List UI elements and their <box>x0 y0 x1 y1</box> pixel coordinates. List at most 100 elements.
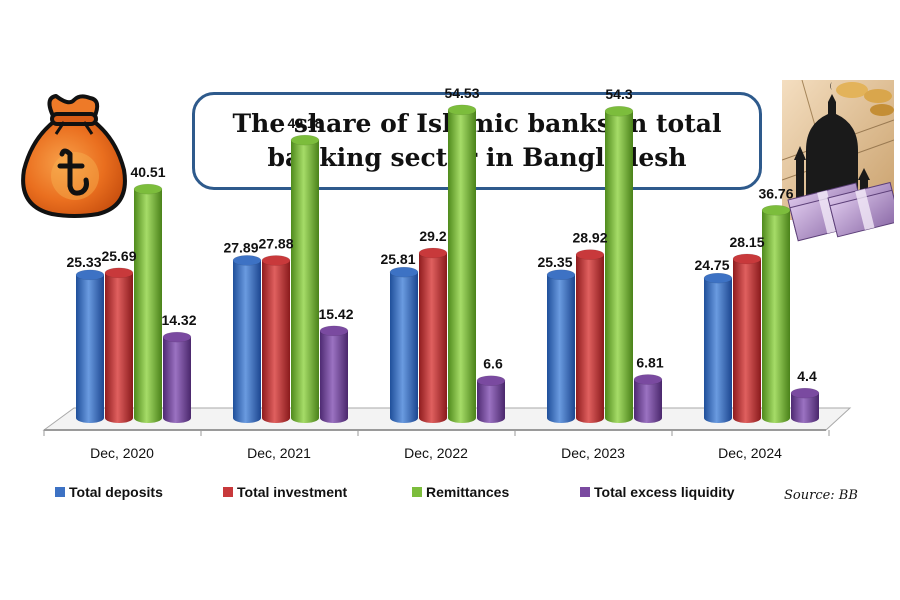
bar-body <box>262 260 290 423</box>
bar-top <box>447 104 477 116</box>
bar-body <box>390 272 418 423</box>
x-tick-label: Dec, 2023 <box>561 445 625 461</box>
bar <box>447 104 477 423</box>
chart-title: The share of Islamic banks in total bank… <box>192 92 762 190</box>
value-label: 40.51 <box>130 164 165 180</box>
bar <box>104 267 134 423</box>
bar-body <box>576 254 604 423</box>
legend-label: Total investment <box>237 484 348 500</box>
bar-top <box>546 269 576 281</box>
bar-body <box>547 274 575 423</box>
legend-item: Remittances <box>412 484 509 500</box>
bar <box>319 325 349 423</box>
bar <box>790 387 820 423</box>
bar <box>546 269 576 423</box>
bar <box>761 205 791 423</box>
bar-top <box>418 247 448 259</box>
value-label: 14.32 <box>161 312 196 328</box>
bar <box>476 375 506 423</box>
bar-body <box>634 379 662 423</box>
bar-top <box>162 331 192 343</box>
bar <box>290 134 320 423</box>
bar-body <box>105 272 133 423</box>
legend-swatch <box>580 487 590 497</box>
legend-swatch <box>412 487 422 497</box>
bar <box>703 272 733 423</box>
bar-top <box>703 272 733 284</box>
bar-body <box>419 253 447 423</box>
bar-body <box>605 111 633 423</box>
bar-top <box>104 267 134 279</box>
bar <box>261 255 291 423</box>
legend-item: Total deposits <box>55 484 163 500</box>
bar-top <box>261 255 291 266</box>
bar-top <box>761 205 791 216</box>
bar-body <box>791 393 819 423</box>
bar-top <box>790 387 820 399</box>
value-label: 4.4 <box>797 368 817 384</box>
bar-body <box>291 140 319 423</box>
value-label: 25.33 <box>66 254 101 270</box>
value-label: 36.76 <box>758 185 793 201</box>
value-label: 6.6 <box>483 356 503 372</box>
bar <box>75 269 105 423</box>
legend-item: Total excess liquidity <box>580 484 735 500</box>
value-label: 49.18 <box>287 115 322 131</box>
bar-body <box>76 274 104 423</box>
value-label: 25.35 <box>537 254 572 270</box>
legend-label: Total excess liquidity <box>594 484 735 500</box>
value-label: 24.75 <box>694 257 729 273</box>
chart-title-line-1: The share of Islamic banks in total <box>232 109 722 138</box>
source-note: Source: BB <box>784 488 858 503</box>
bar-body <box>448 109 476 423</box>
bar-body <box>134 189 162 423</box>
x-tick-label: Dec, 2022 <box>404 445 468 461</box>
bar-top <box>633 374 663 385</box>
value-label: 25.81 <box>380 251 415 267</box>
bar-body <box>762 210 790 423</box>
bar <box>633 374 663 423</box>
bar-body <box>733 258 761 423</box>
legend-swatch <box>223 487 233 497</box>
value-label: 27.88 <box>258 235 293 251</box>
bar <box>418 247 448 423</box>
bar <box>133 183 163 423</box>
bar-top <box>575 249 605 260</box>
x-tick-label: Dec, 2020 <box>90 445 154 461</box>
bar-top <box>232 255 262 266</box>
value-label: 29.2 <box>419 228 446 244</box>
bar-body <box>477 380 505 423</box>
bar-top <box>604 105 634 117</box>
bar-body <box>704 278 732 423</box>
value-label: 15.42 <box>318 306 353 322</box>
bar <box>604 105 634 423</box>
bar <box>162 331 192 423</box>
value-label: 27.89 <box>223 239 258 255</box>
bar-top <box>476 375 506 386</box>
legend-swatch <box>55 487 65 497</box>
bar <box>232 255 262 423</box>
bar <box>389 266 419 423</box>
value-label: 28.15 <box>729 234 764 250</box>
legend-label: Total deposits <box>69 484 163 500</box>
value-label: 6.81 <box>636 355 663 371</box>
value-label: 25.69 <box>101 248 136 264</box>
bar-top <box>290 134 320 146</box>
bar-top <box>389 266 419 278</box>
bar <box>732 253 762 423</box>
mosque-and-banknotes-image <box>782 80 894 242</box>
bar-body <box>233 260 261 423</box>
value-label: 54.3 <box>605 86 632 102</box>
bar-top <box>133 183 163 195</box>
bar-top <box>319 325 349 337</box>
bar <box>575 249 605 423</box>
taka-money-bag-icon <box>21 94 127 218</box>
bar-body <box>320 330 348 423</box>
x-tick-label: Dec, 2024 <box>718 445 782 461</box>
value-label: 54.53 <box>444 85 479 101</box>
bar-top <box>75 269 105 281</box>
legend-label: Remittances <box>426 484 509 500</box>
x-tick-label: Dec, 2021 <box>247 445 311 461</box>
legend-item: Total investment <box>223 484 348 500</box>
value-label: 28.92 <box>572 230 607 246</box>
